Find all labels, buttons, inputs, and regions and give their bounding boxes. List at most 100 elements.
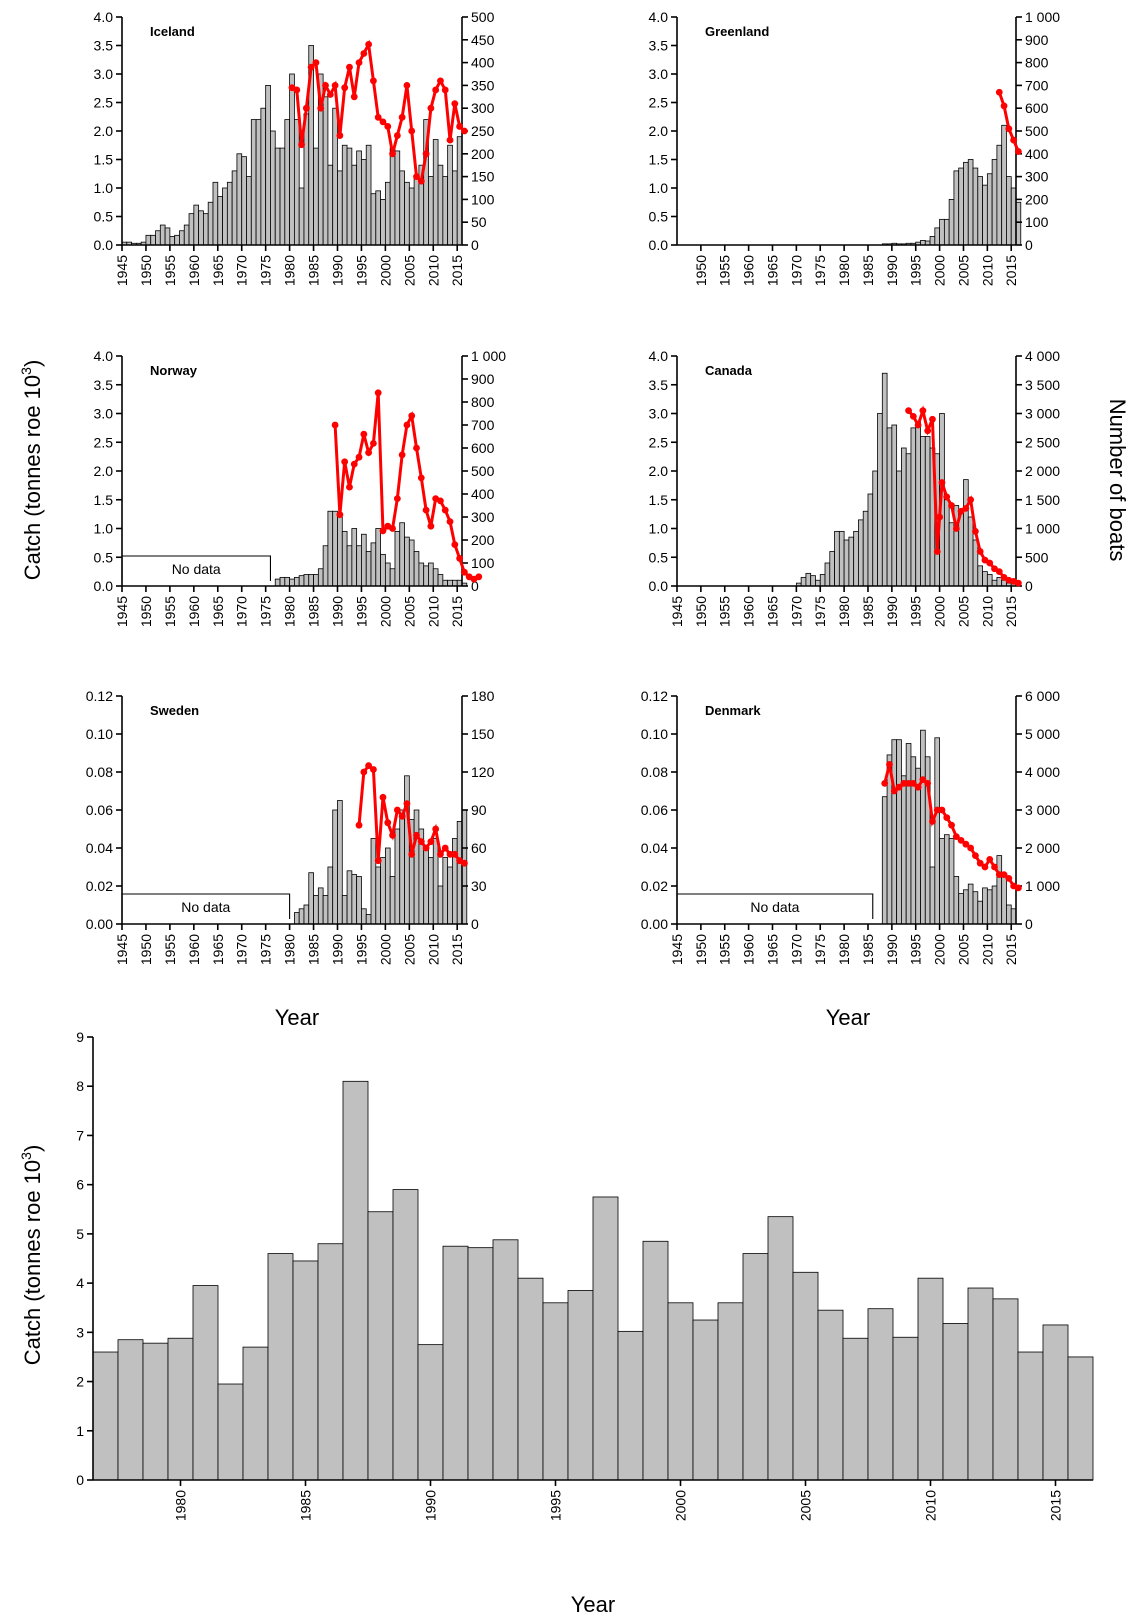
bar (308, 574, 314, 587)
boats-point (446, 136, 454, 144)
bar (231, 170, 238, 246)
bar (399, 522, 405, 587)
bar (346, 545, 353, 587)
no-data-label: No data (181, 899, 230, 915)
x-tick-label: 1990 (423, 1490, 439, 1521)
bar (226, 181, 233, 246)
boats-point (398, 113, 406, 121)
boats-point (962, 504, 970, 512)
boats-point (331, 421, 339, 429)
bar (542, 1302, 569, 1481)
boats-point (393, 495, 401, 502)
boats-point (370, 766, 377, 773)
y2-tick-label: 0 (471, 237, 479, 253)
y-tick-label: 4.0 (94, 348, 114, 364)
y-tick-label: 2 (76, 1374, 84, 1390)
boats-point (379, 527, 387, 535)
boats-point (967, 496, 975, 504)
bar (155, 230, 161, 246)
boats-point (437, 850, 444, 858)
bar (389, 147, 396, 246)
bar (164, 227, 171, 246)
boats-point (389, 525, 396, 532)
y-tick-label: 3.0 (94, 406, 114, 422)
boats-point (355, 453, 363, 461)
bar (1006, 176, 1012, 246)
bar (943, 834, 950, 925)
y-tick-label: 0.0 (94, 237, 114, 253)
bar (867, 493, 874, 587)
boats-point (413, 173, 420, 181)
bar (872, 470, 878, 587)
x-tick-label: 1985 (860, 596, 876, 627)
bar (289, 73, 295, 246)
bar (250, 119, 257, 246)
x-tick-label: 1945 (669, 934, 685, 965)
boats-point (355, 59, 363, 66)
year-title-right: Year (826, 1005, 870, 1030)
bar (313, 574, 319, 587)
bar (939, 838, 945, 925)
y-tick-label: 3.0 (649, 66, 669, 82)
y2-tick-label: 1 500 (1025, 492, 1060, 508)
bar (567, 1290, 594, 1481)
boats-point (403, 800, 411, 808)
boats-point (403, 82, 411, 89)
bar (150, 234, 156, 246)
bar (293, 119, 300, 246)
boats-point (398, 451, 406, 459)
bar (413, 551, 420, 587)
bar (967, 1287, 994, 1481)
bar (986, 574, 993, 587)
boats-point (370, 77, 377, 85)
bar (399, 170, 405, 246)
x-tick-label: 1985 (860, 255, 876, 286)
y2-tick-label: 100 (471, 555, 495, 571)
x-tick-label: 1990 (329, 596, 345, 627)
x-tick-label: 1970 (788, 596, 804, 627)
x-tick-label: 2000 (673, 1490, 689, 1521)
x-tick-label: 1990 (329, 255, 345, 286)
boats-point (355, 821, 363, 829)
x-tick-label: 2005 (955, 255, 971, 286)
y2-tick-label: 600 (471, 440, 495, 456)
boats-point (427, 104, 435, 112)
boats-point (413, 444, 420, 452)
boats-point (967, 844, 975, 852)
bar (963, 889, 969, 925)
x-tick-label: 1945 (114, 596, 130, 627)
bar (367, 1211, 394, 1481)
y-tick-label: 2.5 (649, 95, 669, 111)
bar (934, 227, 941, 246)
x-tick-label: 1960 (186, 596, 202, 627)
x-tick-label: 1980 (836, 255, 852, 286)
y2-tick-label: 30 (471, 878, 487, 894)
y2-tick-label: 150 (471, 726, 495, 742)
y-tick-label: 3.5 (649, 38, 669, 54)
boats-point (451, 850, 459, 858)
bar (370, 193, 377, 246)
y2-tick-label: 0 (1025, 578, 1033, 594)
y-tick-label: 3.5 (94, 377, 114, 393)
bar (356, 876, 362, 925)
boats-point (962, 840, 970, 848)
bar (289, 578, 295, 587)
boats-point (1014, 148, 1022, 155)
y-tick-label: 0.00 (641, 916, 668, 932)
boats-point (370, 440, 377, 447)
boats-point (881, 780, 889, 787)
bar (242, 1346, 269, 1481)
x-tick-label: 1975 (812, 255, 828, 286)
bar (341, 530, 348, 587)
bar (423, 847, 429, 925)
total-catch-axis-title: Catch (tonnes roe 103) (18, 1145, 45, 1366)
x-tick-label: 2005 (401, 596, 417, 627)
boats-point (417, 838, 425, 846)
y2-tick-label: 200 (471, 532, 495, 548)
boats-point (914, 421, 922, 429)
bar (404, 775, 410, 925)
y-tick-label: 0.12 (86, 688, 113, 704)
bar (996, 144, 1003, 246)
bar (991, 579, 998, 587)
boats-point (298, 141, 305, 149)
